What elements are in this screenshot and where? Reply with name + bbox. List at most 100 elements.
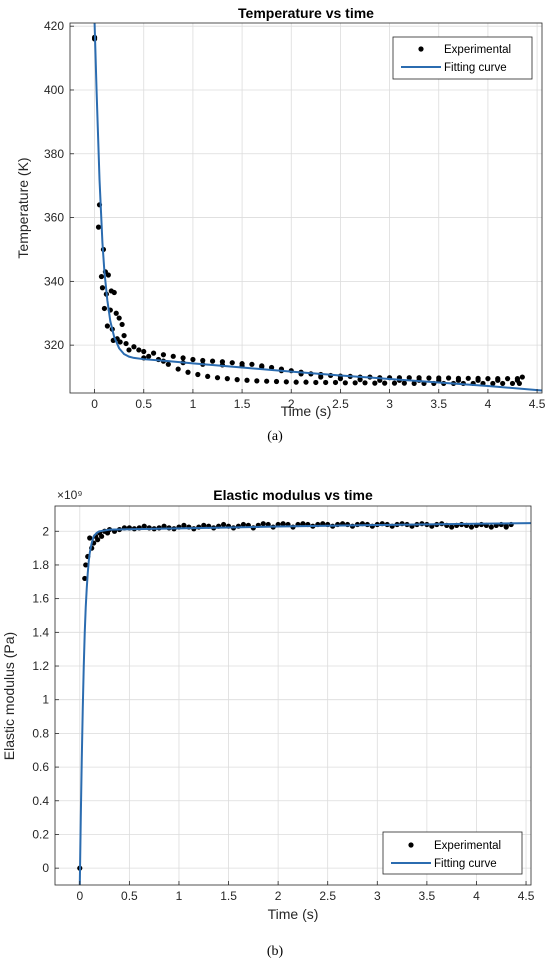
experimental-point [300, 521, 306, 527]
y-tick-label: 1.2 [32, 659, 49, 673]
x-tick-label: 3 [386, 397, 393, 411]
elastic-modulus-chart: 0 0.5 1 1.5 2 2.5 3 3.5 4 4.5 0 0.2 0.4 0.6 0.8 1 1.2 1.4… [1, 487, 535, 922]
experimental-point [264, 378, 270, 384]
legend-marker-experimental [408, 842, 414, 848]
experimental-point [82, 575, 88, 582]
experimental-point [126, 347, 132, 353]
series-layer [91, 23, 542, 392]
x-tick-label: 1 [190, 397, 197, 411]
x-tick-label: 4 [473, 889, 480, 903]
experimental-point [170, 353, 176, 359]
experimental-point [101, 305, 108, 312]
y-axis-label: Elastic modulus (Pa) [1, 632, 17, 760]
experimental-point [116, 315, 122, 321]
experimental-point [195, 371, 201, 378]
experimental-point [105, 272, 111, 278]
experimental-point [280, 521, 286, 527]
legend-label-experimental: Experimental [444, 44, 511, 56]
legend: Experimental Fitting curve [392, 36, 533, 80]
experimental-point [185, 369, 191, 375]
axis-ticks: 0 0.5 1 1.5 2 2.5 3 3.5 4 4.5 0 0.2 0.4 0.6 0.8 1 1.2 1.4… [32, 524, 534, 903]
y-exponent-label: ×10⁹ [57, 488, 83, 502]
x-tick-label: 4.5 [529, 397, 546, 411]
experimental-point [509, 380, 516, 387]
grid [70, 23, 542, 393]
experimental-point [514, 377, 521, 383]
experimental-point [332, 379, 339, 386]
experimental-point [113, 310, 119, 316]
experimental-point [234, 377, 240, 383]
experimental-point [342, 380, 348, 386]
experimental-point [357, 377, 363, 383]
experimental-point [337, 376, 344, 382]
y-tick-label: 340 [44, 274, 64, 288]
experimental-point [488, 524, 494, 530]
experimental-point [99, 533, 105, 539]
experimental-point [254, 378, 260, 384]
x-tick-label: 0.5 [135, 397, 152, 411]
legend-marker-experimental [418, 46, 424, 52]
experimental-point [240, 521, 247, 528]
y-tick-label: 1.6 [32, 592, 49, 606]
experimental-point [283, 379, 289, 385]
y-tick-label: 0.2 [32, 827, 49, 841]
x-axis-label: Time (s) [281, 403, 332, 419]
y-tick-label: 380 [44, 147, 64, 161]
experimental-point [411, 380, 417, 387]
experimental-point [141, 348, 147, 355]
y-tick-label: 420 [44, 19, 64, 33]
experimental-point [99, 285, 106, 291]
experimental-point [229, 360, 235, 366]
experimental-point [160, 352, 167, 358]
experimental-point [200, 357, 206, 364]
experimental-point [475, 377, 481, 383]
experimental-point [372, 380, 378, 386]
experimental-point [209, 358, 216, 364]
x-tick-label: 2.5 [319, 889, 336, 903]
y-tick-label: 1.8 [32, 558, 49, 572]
x-tick-label: 3 [374, 889, 381, 903]
y-tick-label: 2 [42, 524, 49, 538]
experimental-point [303, 379, 309, 385]
experimental-point [293, 379, 299, 385]
experimental-point [485, 376, 491, 382]
temperature-chart: 0 0.5 1 1.5 2 2.5 3 3.5 4 4.5 320 340 360 380 400 420 T… [15, 5, 546, 419]
experimental-point [87, 535, 93, 541]
y-tick-label: 320 [44, 338, 64, 352]
x-tick-label: 2.5 [332, 397, 349, 411]
y-tick-label: 400 [44, 83, 64, 97]
legend-label-fitting-curve: Fitting curve [434, 858, 497, 870]
experimental-point [121, 332, 127, 339]
y-tick-label: 0 [42, 861, 49, 875]
experimental-point [181, 522, 187, 528]
experimental-point [165, 361, 171, 367]
experimental-point [161, 523, 167, 529]
y-tick-label: 0.8 [32, 726, 49, 740]
experimental-point [391, 380, 398, 386]
x-tick-label: 0 [91, 397, 98, 411]
x-tick-label: 2 [275, 889, 282, 903]
experimental-point [490, 380, 496, 387]
experimental-point [111, 289, 117, 296]
experimental-point [136, 347, 142, 353]
experimental-point [95, 224, 102, 230]
x-tick-label: 4 [485, 397, 492, 411]
legend-label-fitting-curve: Fitting curve [444, 62, 507, 74]
experimental-point [260, 521, 266, 527]
experimental-point [323, 379, 329, 386]
experimental-point [141, 523, 147, 529]
series-layer [77, 521, 531, 885]
plot-frame [54, 505, 532, 886]
y-tick-label: 360 [44, 211, 64, 225]
x-tick-label: 1.5 [234, 397, 251, 411]
x-tick-label: 2 [288, 397, 295, 411]
legend-box [382, 831, 523, 875]
x-tick-label: 0.5 [121, 889, 138, 903]
experimental-point [500, 380, 506, 387]
experimental-point [224, 376, 230, 382]
plot-area [55, 506, 531, 885]
experimental-point [468, 524, 475, 530]
y-axis-label: Temperature (K) [15, 157, 31, 258]
experimental-point [123, 340, 129, 347]
experimental-point [83, 562, 89, 568]
